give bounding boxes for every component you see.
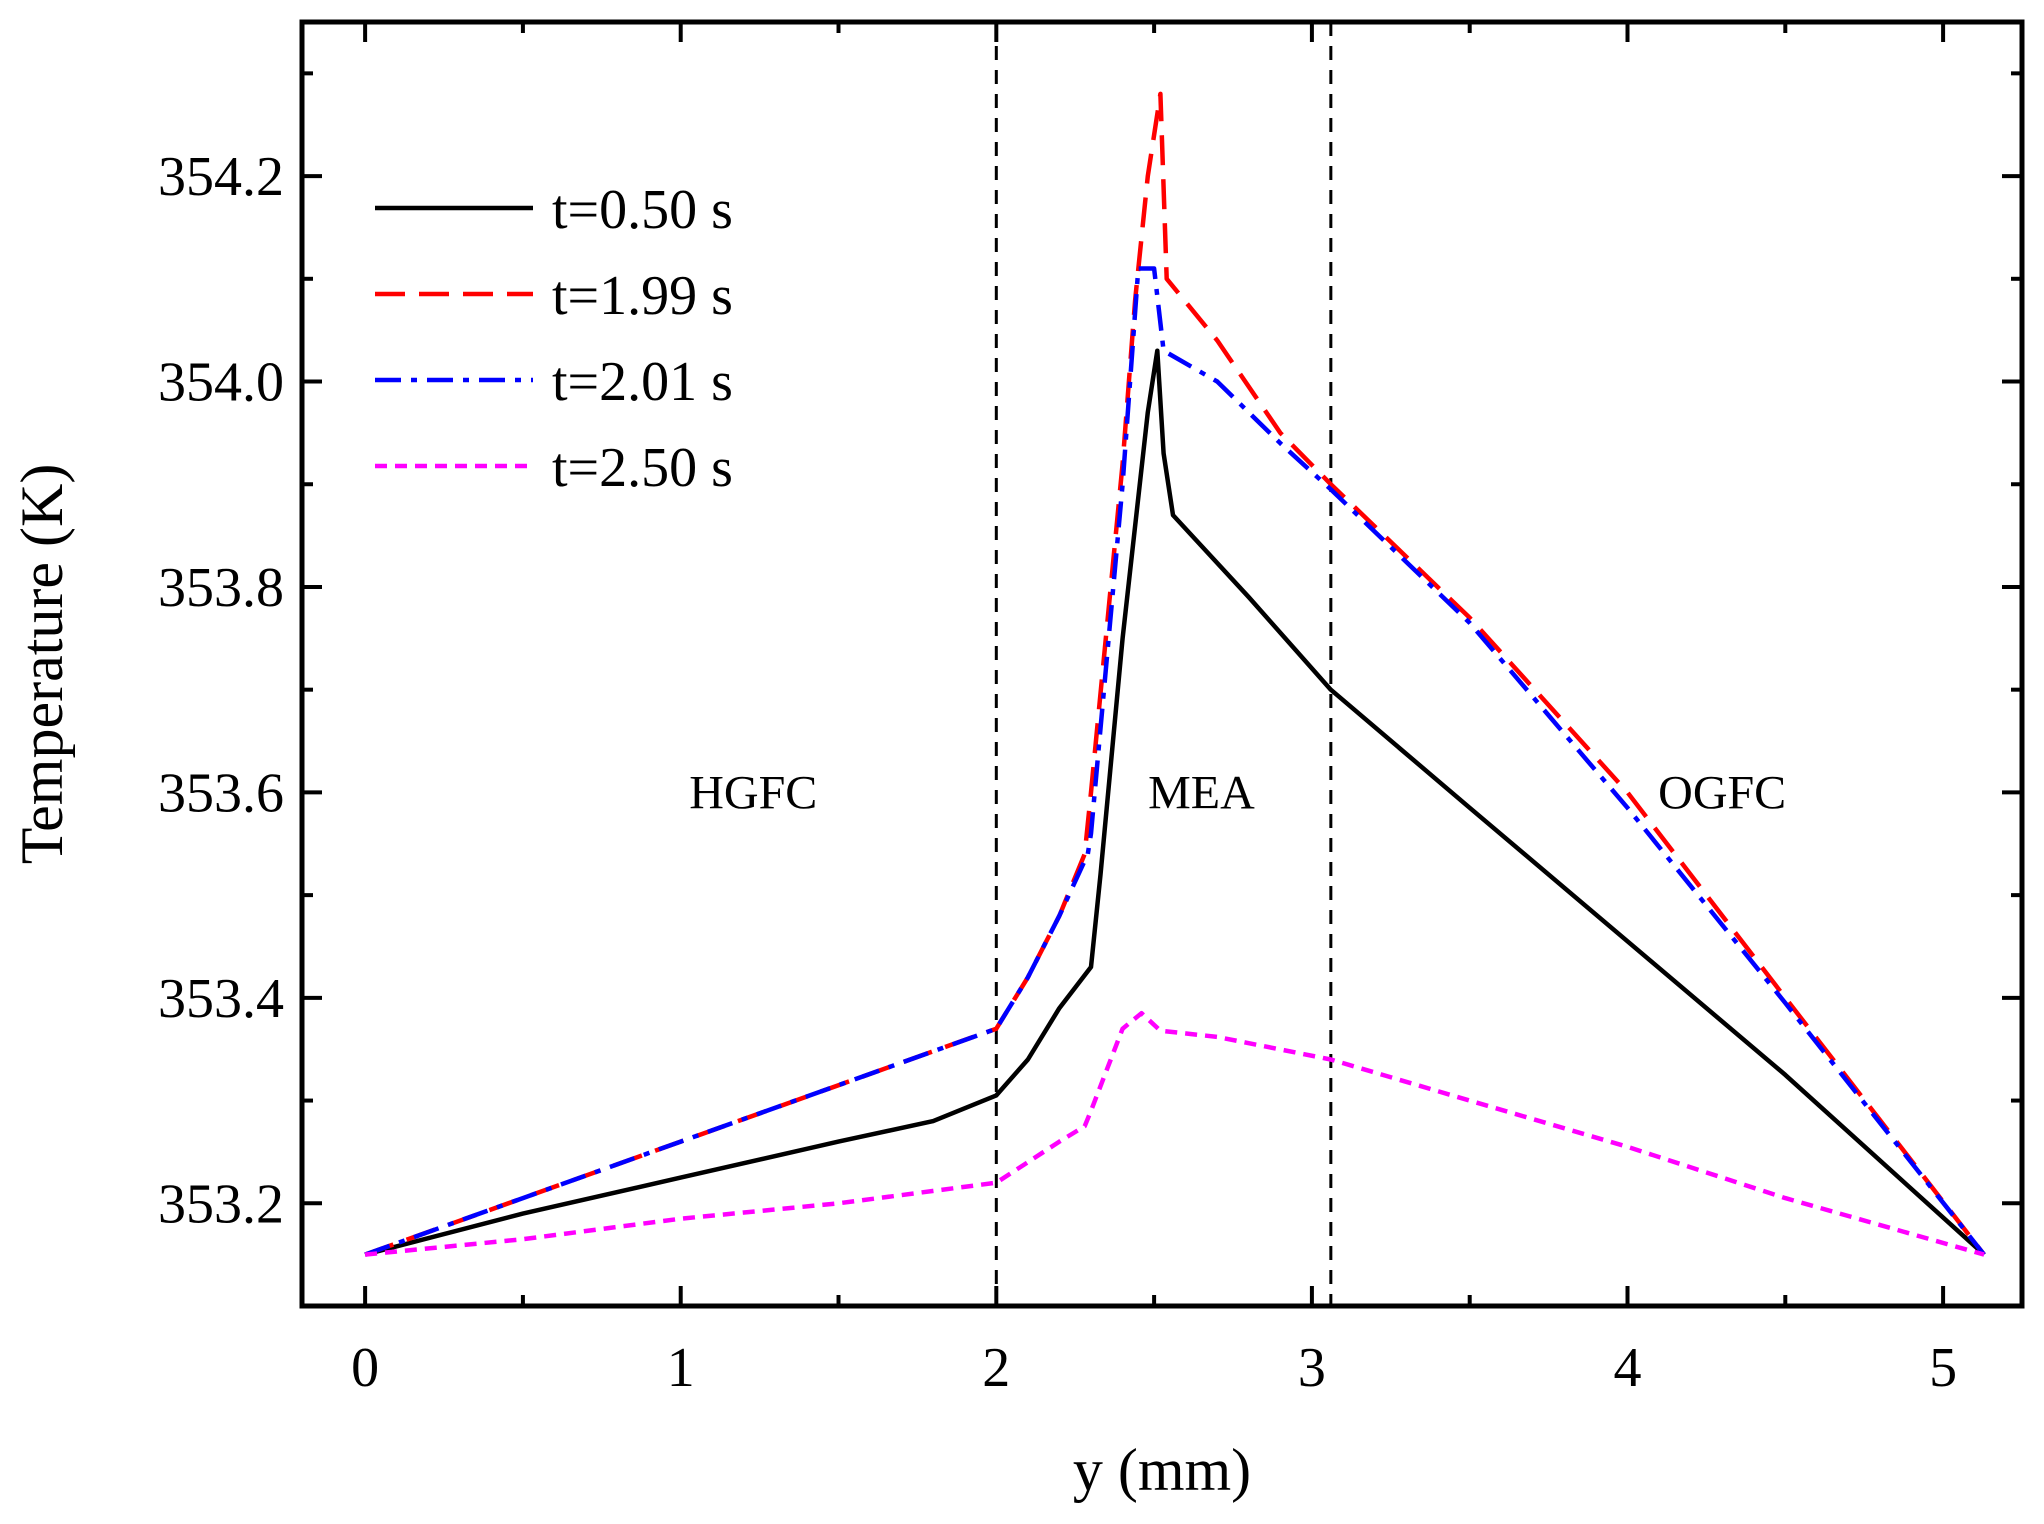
y-tick-label: 353.4 <box>158 968 284 1030</box>
series-layer <box>364 91 1986 1257</box>
legend: t=0.50 s t=1.99 s t=2.01 s t=2.50 s <box>375 179 733 499</box>
x-tick-label: 4 <box>1614 1337 1642 1399</box>
legend-label: t=0.50 s <box>552 179 733 241</box>
plot-frame <box>299 19 2025 1309</box>
region-label: HGFC <box>689 766 817 819</box>
x-tick-label: 3 <box>1298 1337 1326 1399</box>
series-line-2 <box>364 266 1986 1257</box>
y-tick-label: 353.2 <box>158 1173 284 1235</box>
axis-ticks: 0 1 2 3 4 5 353.2 353.4 353.6 353.8 354.0 354.2 <box>158 22 2022 1399</box>
x-tick-label: 1 <box>667 1337 695 1399</box>
series-line-0 <box>364 348 1986 1257</box>
x-axis-title: y (mm) <box>1073 1437 1251 1503</box>
x-tick-label: 5 <box>1929 1337 1957 1399</box>
y-tick-label: 354.0 <box>158 352 284 414</box>
region-label: OGFC <box>1658 766 1786 819</box>
series-line-3 <box>364 1010 1985 1257</box>
region-labels: HGFC MEA OGFC <box>689 766 1786 819</box>
y-axis-title: Temperature (K) <box>9 464 75 865</box>
y-tick-label: 353.6 <box>158 762 284 824</box>
x-tick-label: 0 <box>351 1337 379 1399</box>
legend-label: t=2.50 s <box>552 437 733 499</box>
y-tick-label: 354.2 <box>158 146 284 208</box>
region-label: MEA <box>1148 766 1255 819</box>
legend-label: t=1.99 s <box>552 265 733 327</box>
region-dividers <box>994 22 1333 1306</box>
legend-label: t=2.01 s <box>552 351 733 413</box>
x-tick-label: 2 <box>982 1337 1010 1399</box>
y-tick-label: 353.8 <box>158 557 284 619</box>
